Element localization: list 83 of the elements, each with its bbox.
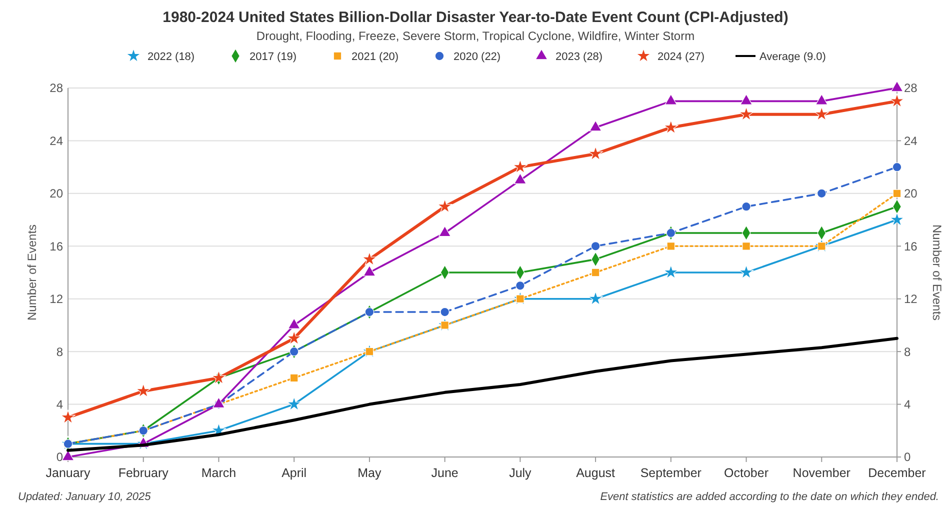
point bbox=[438, 226, 452, 237]
point bbox=[286, 330, 302, 345]
point bbox=[588, 291, 603, 306]
y2-axis-title: Number of Events bbox=[930, 224, 944, 321]
legend-label: 2024 (27) bbox=[658, 50, 705, 63]
point bbox=[664, 264, 678, 279]
x-tick-label: November bbox=[792, 466, 850, 480]
point bbox=[514, 173, 526, 184]
point bbox=[211, 370, 226, 384]
point bbox=[890, 212, 904, 226]
y-tick-label: 16 bbox=[50, 239, 64, 254]
text: Event statistics are added according to the date on which they ended. bbox=[600, 491, 939, 503]
y-tick-label: 4 bbox=[56, 397, 64, 412]
point bbox=[288, 318, 300, 329]
chart-subtitle: Drought, Flooding, Freeze, Severe Storm, Tropical Cyclone, Wildfire, Winter Storm bbox=[256, 29, 695, 43]
y-tick-label: 8 bbox=[56, 344, 64, 359]
point bbox=[590, 241, 600, 251]
point bbox=[286, 396, 302, 410]
legend-label: 2021 (20) bbox=[352, 50, 399, 63]
text: Updated: January 10, 2025 bbox=[18, 491, 152, 503]
point bbox=[589, 120, 602, 132]
x-tick-label: May bbox=[358, 466, 382, 480]
point bbox=[815, 94, 828, 105]
point bbox=[666, 242, 676, 250]
point bbox=[364, 307, 374, 317]
point bbox=[890, 94, 904, 108]
y-tick-label: 24 bbox=[50, 134, 64, 148]
y2-tick-label: 16 bbox=[904, 239, 918, 254]
legend-label: 2020 (22) bbox=[454, 50, 501, 63]
x-tick-label: July bbox=[509, 466, 532, 480]
line-series bbox=[66, 336, 898, 452]
point bbox=[440, 307, 450, 317]
point bbox=[814, 106, 829, 121]
y-axis-title: Number of Events bbox=[25, 224, 39, 321]
point bbox=[739, 264, 754, 279]
point bbox=[664, 120, 678, 134]
y-tick-label: 0 bbox=[56, 450, 64, 464]
legend-label: 2017 (19) bbox=[250, 50, 297, 63]
point bbox=[588, 146, 603, 160]
point bbox=[591, 268, 600, 277]
point bbox=[438, 198, 452, 213]
x-tick-label: February bbox=[118, 466, 170, 480]
y-tick-label: 20 bbox=[50, 186, 64, 201]
point bbox=[362, 252, 377, 266]
point bbox=[516, 281, 525, 290]
point bbox=[666, 228, 676, 238]
x-tick-label: June bbox=[431, 466, 458, 480]
y2-tick-label: 0 bbox=[904, 450, 911, 464]
legend-label: 2022 (18) bbox=[148, 50, 195, 63]
point bbox=[739, 106, 754, 121]
point bbox=[289, 346, 299, 356]
x-tick-label: September bbox=[640, 466, 702, 480]
point bbox=[890, 80, 904, 92]
point bbox=[290, 374, 298, 382]
x-tick-label: October bbox=[724, 466, 769, 480]
point bbox=[512, 159, 528, 174]
y-tick-label: 12 bbox=[50, 292, 64, 306]
point bbox=[60, 410, 76, 424]
point bbox=[136, 383, 151, 398]
x-tick-label: January bbox=[46, 466, 91, 480]
point bbox=[816, 188, 826, 198]
x-tick-label: March bbox=[201, 466, 236, 480]
y2-tick-label: 20 bbox=[904, 186, 918, 201]
y2-tick-label: 28 bbox=[904, 81, 918, 96]
x-tick-label: April bbox=[282, 466, 307, 480]
chart-title: 1980-2024 United States Billion-Dollar Disaster Year-to-Date Event Count (CPI-Adjusted) bbox=[162, 9, 788, 26]
x-tick-label: December bbox=[868, 466, 926, 480]
y-tick-label: 28 bbox=[50, 81, 64, 96]
point bbox=[664, 94, 678, 105]
point bbox=[212, 397, 225, 408]
point bbox=[740, 94, 752, 105]
y2-tick-label: 24 bbox=[904, 134, 918, 148]
y2-tick-label: 4 bbox=[904, 397, 911, 412]
point bbox=[742, 202, 751, 212]
point bbox=[892, 162, 902, 172]
y2-tick-label: 8 bbox=[904, 344, 911, 359]
x-tick-label: August bbox=[576, 466, 616, 480]
point bbox=[363, 265, 376, 276]
point bbox=[742, 242, 750, 250]
y2-tick-label: 12 bbox=[904, 292, 918, 306]
point bbox=[892, 189, 902, 198]
legend-label: 2023 (28) bbox=[556, 50, 603, 63]
legend-label: Average (9.0) bbox=[760, 50, 826, 63]
